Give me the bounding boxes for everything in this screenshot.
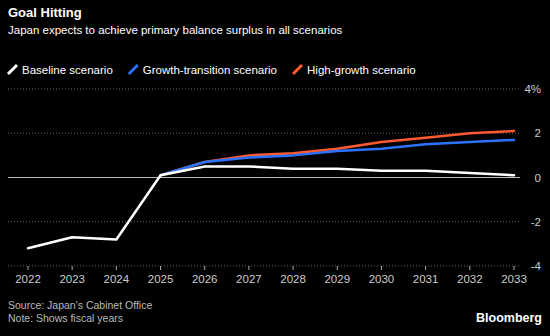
x-tick xyxy=(381,266,382,270)
x-tick xyxy=(116,266,117,270)
source: Source: Japan's Cabinet Office xyxy=(8,299,152,311)
x-tick xyxy=(514,266,515,270)
credit: Bloomberg xyxy=(476,311,542,325)
x-tick-label: 2023 xyxy=(59,273,85,285)
note: Note: Shows fiscal years xyxy=(8,312,123,324)
y-tick-label: 4% xyxy=(524,83,541,95)
legend-label: Baseline scenario xyxy=(22,64,113,76)
x-tick xyxy=(293,266,294,270)
legend-label: High-growth scenario xyxy=(307,64,416,76)
x-tick-label: 2025 xyxy=(148,273,174,285)
x-tick-label: 2033 xyxy=(501,273,527,285)
legend-swatch xyxy=(293,65,302,74)
series-line xyxy=(28,166,514,248)
title: Goal Hitting xyxy=(8,5,82,20)
grid-line xyxy=(8,89,520,90)
x-tick-label: 2031 xyxy=(413,273,439,285)
legend-label: Growth-transition scenario xyxy=(143,64,277,76)
x-tick-label: 2028 xyxy=(280,273,306,285)
y-axis: 4% 2 0 -2 -4 xyxy=(8,83,542,272)
x-tick-label: 2026 xyxy=(192,273,218,285)
grid-line xyxy=(8,177,520,178)
x-tick xyxy=(425,266,426,270)
x-tick xyxy=(469,266,470,270)
x-tick-label: 2030 xyxy=(369,273,395,285)
legend: Baseline scenario Growth-transition scena… xyxy=(8,64,416,76)
grid-line xyxy=(8,221,520,222)
x-tick-label: 2022 xyxy=(15,273,41,285)
grid-line xyxy=(8,133,520,134)
x-tick-label: 2032 xyxy=(457,273,483,285)
x-tick xyxy=(204,266,205,270)
x-tick-label: 2024 xyxy=(104,273,130,285)
legend-swatch xyxy=(129,65,138,74)
x-tick xyxy=(72,266,73,270)
x-tick xyxy=(248,266,249,270)
lines xyxy=(28,131,514,248)
chart-root: Goal Hitting Japan expects to achieve pri… xyxy=(0,0,550,336)
x-tick xyxy=(28,266,29,270)
x-tick-label: 2027 xyxy=(236,273,262,285)
chart: Goal Hitting Japan expects to achieve pri… xyxy=(0,0,550,336)
grid-line xyxy=(8,266,520,267)
subtitle: Japan expects to achieve primary balance… xyxy=(8,24,343,36)
background xyxy=(0,0,550,336)
x-axis: 2022 2023 2024 2025 2026 2027 2028 2029 2030 2031… xyxy=(15,266,527,285)
y-tick-label: 2 xyxy=(535,127,541,139)
series-line xyxy=(161,140,514,175)
y-tick-label: 0 xyxy=(535,172,541,184)
x-tick-label: 2029 xyxy=(324,273,350,285)
x-tick xyxy=(160,266,161,270)
x-tick xyxy=(337,266,338,270)
y-tick-label: -4 xyxy=(531,260,542,272)
legend-swatch xyxy=(8,65,17,74)
y-tick-label: -2 xyxy=(531,216,541,228)
